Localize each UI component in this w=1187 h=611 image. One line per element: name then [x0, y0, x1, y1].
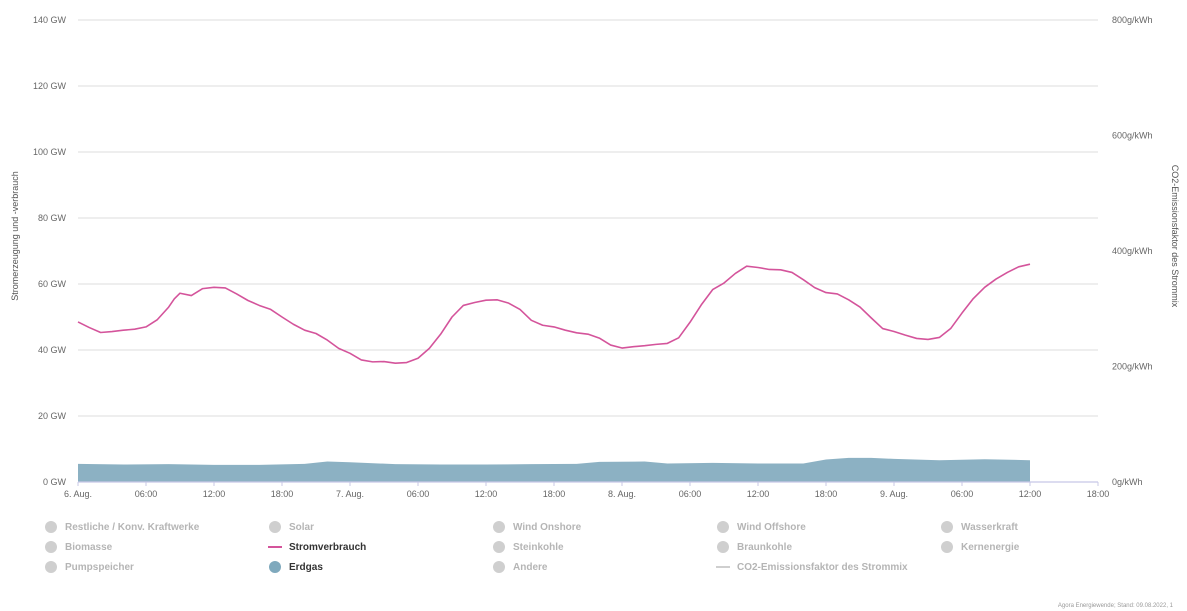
legend: Restliche / Konv. Kraftwerke Solar Wind On… — [44, 517, 1164, 577]
y-tick-label: 120 GW — [33, 81, 67, 91]
axes: 0 GW 20 GW 40 GW 60 GW 80 GW 100 GW 120 GW 140 … — [10, 15, 1180, 499]
legend-row: Pumpspeicher Erdgas Andere CO2-Emissionsfak… — [44, 557, 1164, 577]
area-erdgas — [78, 457, 1030, 482]
legend-dot-marker-icon — [492, 520, 506, 534]
source-credit: Agora Energiewende; Stand: 09.08.2022, 1 — [1057, 603, 1173, 609]
legend-dot-marker-icon — [268, 520, 282, 534]
x-tick-label: 6. Aug. — [64, 489, 92, 499]
x-tick-label: 18:00 — [1087, 489, 1110, 499]
legend-dot-marker-icon — [940, 520, 954, 534]
y-tick-label: 20 GW — [38, 411, 67, 421]
legend-label: Braunkohle — [737, 541, 793, 553]
legend-dot-marker-icon — [44, 560, 58, 574]
y-axis-title: Stromerzeugung und -verbrauch — [10, 171, 20, 301]
y-tick-label: 40 GW — [38, 345, 67, 355]
legend-dot-marker-icon — [492, 540, 506, 554]
y2-axis-title: CO2-Emissionsfaktor des Strommix — [1170, 165, 1180, 308]
series-erdgas — [78, 457, 1030, 482]
legend-dot-marker-icon — [492, 560, 506, 574]
legend-label: Pumpspeicher — [65, 561, 134, 573]
chart-svg: 0 GW 20 GW 40 GW 60 GW 80 GW 100 GW 120 GW 140 … — [10, 15, 1180, 499]
y-tick-label: 140 GW — [33, 15, 67, 25]
x-tick-label: 9. Aug. — [880, 489, 908, 499]
x-tick-label: 12:00 — [203, 489, 226, 499]
y-tick-label: 60 GW — [38, 279, 67, 289]
legend-item[interactable]: Braunkohle — [716, 540, 940, 554]
legend-item[interactable]: Stromverbrauch — [268, 540, 492, 554]
legend-item[interactable]: Solar — [268, 520, 492, 534]
x-tick-label: 8. Aug. — [608, 489, 636, 499]
legend-line-marker-icon — [716, 560, 730, 574]
legend-dot-marker-icon — [716, 540, 730, 554]
legend-label: Restliche / Konv. Kraftwerke — [65, 521, 200, 533]
y2-tick-label: 0g/kWh — [1112, 477, 1143, 487]
legend-item[interactable]: CO2-Emissionsfaktor des Strommix — [716, 560, 940, 574]
legend-label: Biomasse — [65, 541, 113, 553]
legend-item[interactable]: Steinkohle — [492, 540, 716, 554]
x-tick-label: 18:00 — [815, 489, 838, 499]
series-stromverbrauch — [77, 263, 1031, 364]
legend-item[interactable]: Andere — [492, 560, 716, 574]
y-tick-label: 100 GW — [33, 147, 67, 157]
x-tick-label: 06:00 — [135, 489, 158, 499]
x-tick-label: 18:00 — [271, 489, 294, 499]
x-tick-label: 18:00 — [543, 489, 566, 499]
legend-item[interactable]: Wind Onshore — [492, 520, 716, 534]
legend-dot-marker-icon — [716, 520, 730, 534]
legend-dot-marker-icon — [44, 540, 58, 554]
y2-tick-label: 600g/kWh — [1112, 131, 1153, 141]
legend-label: Solar — [289, 521, 315, 533]
legend-label: Wasserkraft — [961, 521, 1018, 533]
legend-label: CO2-Emissionsfaktor des Strommix — [737, 561, 908, 573]
legend-item[interactable]: Biomasse — [44, 540, 268, 554]
x-tick-label: 7. Aug. — [336, 489, 364, 499]
legend-label: Wind Offshore — [737, 521, 806, 533]
y-tick-label: 80 GW — [38, 213, 67, 223]
legend-item[interactable]: Pumpspeicher — [44, 560, 268, 574]
legend-label: Steinkohle — [513, 541, 564, 553]
x-tick-label: 12:00 — [475, 489, 498, 499]
legend-dot-marker-icon — [268, 560, 282, 574]
legend-label: Kernenergie — [961, 541, 1020, 553]
x-tick-label: 12:00 — [747, 489, 770, 499]
y-tick-label: 0 GW — [43, 477, 67, 487]
x-tick-label: 06:00 — [951, 489, 974, 499]
x-tick-label: 12:00 — [1019, 489, 1042, 499]
legend-label: Wind Onshore — [513, 521, 582, 533]
legend-item[interactable]: Wind Offshore — [716, 520, 940, 534]
legend-row: Restliche / Konv. Kraftwerke Solar Wind On… — [44, 517, 1164, 537]
legend-line-marker-icon — [268, 540, 282, 554]
legend-label: Andere — [513, 561, 548, 573]
x-tick-label: 06:00 — [407, 489, 430, 499]
legend-label: Stromverbrauch — [289, 541, 367, 553]
line-stromverbrauch — [77, 263, 1031, 364]
legend-item[interactable]: Wasserkraft — [940, 520, 1164, 534]
legend-row: Biomasse Stromverbrauch Steinkohle Braunkoh… — [44, 537, 1164, 557]
y2-tick-label: 400g/kWh — [1112, 246, 1153, 256]
y2-tick-label: 200g/kWh — [1112, 362, 1153, 372]
x-tick-label: 06:00 — [679, 489, 702, 499]
legend-item[interactable]: Kernenergie — [940, 540, 1164, 554]
legend-dot-marker-icon — [940, 540, 954, 554]
y2-tick-label: 800g/kWh — [1112, 15, 1153, 25]
legend-label: Erdgas — [289, 561, 323, 573]
legend-item[interactable]: Erdgas — [268, 560, 492, 574]
legend-item[interactable]: Restliche / Konv. Kraftwerke — [44, 520, 268, 534]
gridlines — [78, 19, 1098, 483]
legend-dot-marker-icon — [44, 520, 58, 534]
